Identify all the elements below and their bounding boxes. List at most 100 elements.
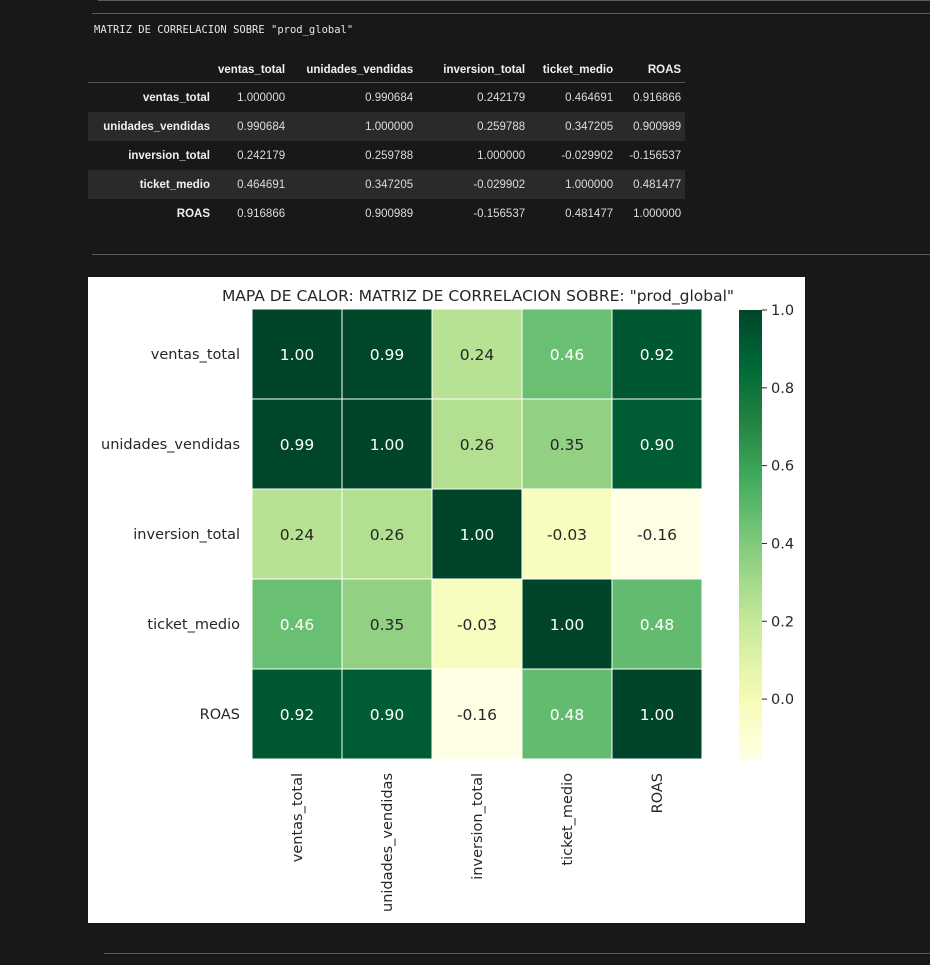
- heatmap-cell: [611, 488, 703, 580]
- table-cell: 0.259788: [477, 120, 526, 133]
- cell-annotation: 0.35: [550, 436, 585, 454]
- table-cell: 1.000000: [237, 91, 286, 104]
- cell-annotation: 0.24: [460, 346, 495, 364]
- heatmap-cell: [431, 308, 523, 400]
- x-tick-label: ticket_medio: [560, 773, 576, 866]
- table-cell: 0.347205: [565, 120, 614, 133]
- table-row: unidades_vendidas 0.990684 1.000000 0.25…: [88, 112, 686, 141]
- heatmap-cell: [431, 488, 523, 580]
- cell-annotation: 0.99: [370, 346, 405, 364]
- y-tick-label: unidades_vendidas: [101, 437, 240, 453]
- heatmap-cells: 1.00 0.99 0.24 0.46 0.92 0.99 1.00 0.26 0.35 0.90…: [251, 308, 703, 760]
- row-header: unidades_vendidas: [103, 120, 210, 133]
- table-cell: 0.916866: [237, 207, 286, 220]
- table-row: inversion_total 0.242179 0.259788 1.0000…: [88, 141, 685, 170]
- x-axis-labels: ventas_total unidades_vendidas inversion_t…: [290, 773, 666, 912]
- table-row: ROAS 0.916866 0.900989 -0.156537 0.48147…: [88, 199, 685, 228]
- cell-annotation: 0.48: [550, 706, 585, 724]
- table-cell: 0.242179: [477, 91, 526, 104]
- heatmap-cell: [341, 668, 433, 760]
- table-cell: 0.990684: [237, 120, 286, 133]
- cell-annotation: 0.99: [280, 436, 315, 454]
- heatmap-cell: [251, 578, 343, 670]
- table-cell: 0.464691: [565, 91, 614, 104]
- y-axis-labels: ventas_total unidades_vendidas inversion_t…: [101, 347, 240, 723]
- table-row: ticket_medio 0.464691 0.347205 -0.029902…: [88, 170, 686, 199]
- table-cell: -0.156537: [629, 149, 682, 162]
- cell-annotation: 1.00: [280, 346, 315, 364]
- heatmap-cell: [251, 668, 343, 760]
- heatmap-cell: [431, 578, 523, 670]
- cell-annotation: 1.00: [640, 706, 675, 724]
- table-cell: 1.000000: [633, 207, 682, 220]
- heatmap-cell: [611, 308, 703, 400]
- heatmap-chart: MAPA DE CALOR: MATRIZ DE CORRELACION SOB…: [101, 287, 794, 912]
- heatmap-cell: [521, 578, 613, 670]
- table-cell: 0.347205: [365, 178, 414, 191]
- column-header: inversion_total: [417, 58, 530, 83]
- table-cell: -0.029902: [473, 178, 526, 191]
- table-cell: 0.990684: [365, 91, 414, 104]
- colorbar-tick-label: 0.4: [771, 536, 794, 552]
- y-tick-label: ROAS: [200, 707, 240, 723]
- row-header: ticket_medio: [139, 178, 210, 191]
- heatmap-cell: [341, 578, 433, 670]
- column-header: ROAS: [617, 58, 686, 83]
- cell-annotation: 1.00: [370, 436, 405, 454]
- heatmap-cell: [251, 398, 343, 490]
- table-cell: 0.916866: [633, 91, 682, 104]
- correlation-table: ventas_total unidades_vendidas inversion…: [88, 58, 686, 228]
- row-header: ventas_total: [142, 91, 210, 104]
- table-cell: 1.000000: [565, 178, 614, 191]
- heatmap-cell: [521, 488, 613, 580]
- heatmap-cell: [611, 578, 703, 670]
- cell-annotation: 1.00: [550, 616, 585, 634]
- table-cell: -0.156537: [473, 207, 526, 220]
- x-tick-label: unidades_vendidas: [380, 773, 396, 912]
- table-header-row: ventas_total unidades_vendidas inversion…: [88, 58, 686, 83]
- output-divider: [92, 254, 930, 255]
- cell-annotation: 0.90: [640, 436, 675, 454]
- table-cell: 0.481477: [633, 178, 682, 191]
- table-cell: 0.900989: [365, 207, 414, 220]
- cell-annotation: 0.46: [550, 346, 585, 364]
- colorbar-tick-label: 1.0: [771, 303, 794, 319]
- table-cell: 1.000000: [477, 149, 526, 162]
- table-cell: 0.481477: [565, 207, 614, 220]
- table-cell: 0.259788: [365, 149, 414, 162]
- colorbar-tick-label: 0.2: [771, 614, 794, 630]
- cell-annotation: -0.16: [457, 706, 497, 724]
- cell-annotation: 0.92: [640, 346, 675, 364]
- output-title: MATRIZ DE CORRELACION SOBRE "prod_global…: [94, 24, 354, 36]
- x-tick-label: ventas_total: [290, 773, 306, 862]
- heatmap-cell: [611, 668, 703, 760]
- output-divider: [92, 13, 930, 14]
- cell-annotation: -0.16: [637, 526, 677, 544]
- output-divider: [98, 0, 930, 1]
- heatmap-cell: [431, 668, 523, 760]
- cell-annotation: 1.00: [460, 526, 495, 544]
- cell-annotation: 0.90: [370, 706, 405, 724]
- heatmap-cell: [521, 308, 613, 400]
- cell-annotation: -0.03: [457, 616, 497, 634]
- table-cell: -0.029902: [561, 149, 614, 162]
- cell-annotation: 0.24: [280, 526, 315, 544]
- row-header: inversion_total: [128, 149, 210, 162]
- cell-annotation: 0.26: [370, 526, 405, 544]
- row-header: ROAS: [176, 207, 210, 220]
- table-cell: 1.000000: [365, 120, 414, 133]
- table-row: ventas_total 1.000000 0.990684 0.242179 …: [88, 83, 685, 113]
- cell-annotation: 0.35: [370, 616, 405, 634]
- x-tick-label: ROAS: [650, 773, 666, 813]
- heatmap-cell: [341, 488, 433, 580]
- heatmap-cell: [341, 308, 433, 400]
- heatmap-cell: [431, 398, 523, 490]
- table-cell: 0.242179: [237, 149, 286, 162]
- cell-annotation: 0.48: [640, 616, 675, 634]
- table-cell: 0.900989: [633, 120, 682, 133]
- x-tick-label: inversion_total: [470, 773, 486, 880]
- cell-annotation: 0.26: [460, 436, 495, 454]
- table-cell: 0.464691: [237, 178, 286, 191]
- y-tick-label: ventas_total: [151, 347, 240, 363]
- colorbar: [739, 310, 762, 760]
